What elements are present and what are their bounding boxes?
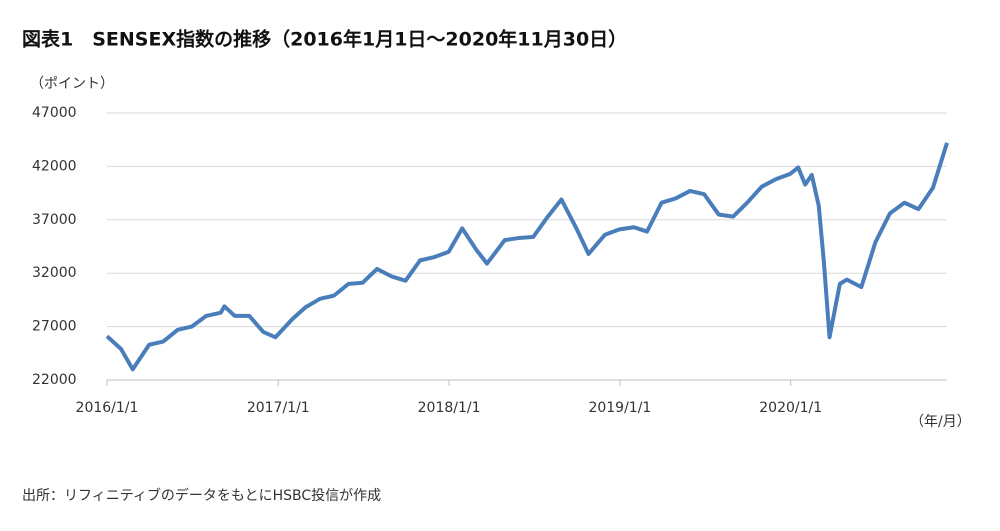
y-tick-label: 37000 [32, 212, 77, 228]
y-tick-label: 32000 [32, 265, 77, 281]
y-tick-label: 42000 [32, 158, 77, 174]
y-tick-label: 27000 [32, 319, 77, 335]
x-tick-label: 2020/1/1 [759, 400, 822, 416]
chart-title: 図表1 SENSEX指数の推移（2016年1月1日～2020年11月30日） [22, 28, 627, 51]
y-unit: （ポイント） [30, 76, 114, 92]
y-tick-label: 22000 [32, 372, 77, 388]
source-note: 出所：リフィニティブのデータをもとにHSBC投信が作成 [22, 487, 381, 504]
x-tick-label: 2018/1/1 [418, 400, 481, 416]
x-unit: （年/月） [910, 414, 971, 430]
y-tick-label: 47000 [32, 105, 77, 121]
line-series [105, 142, 949, 372]
x-tick-label: 2019/1/1 [588, 400, 651, 416]
x-tick-label: 2016/1/1 [76, 400, 139, 416]
x-tick-label: 2017/1/1 [247, 400, 310, 416]
